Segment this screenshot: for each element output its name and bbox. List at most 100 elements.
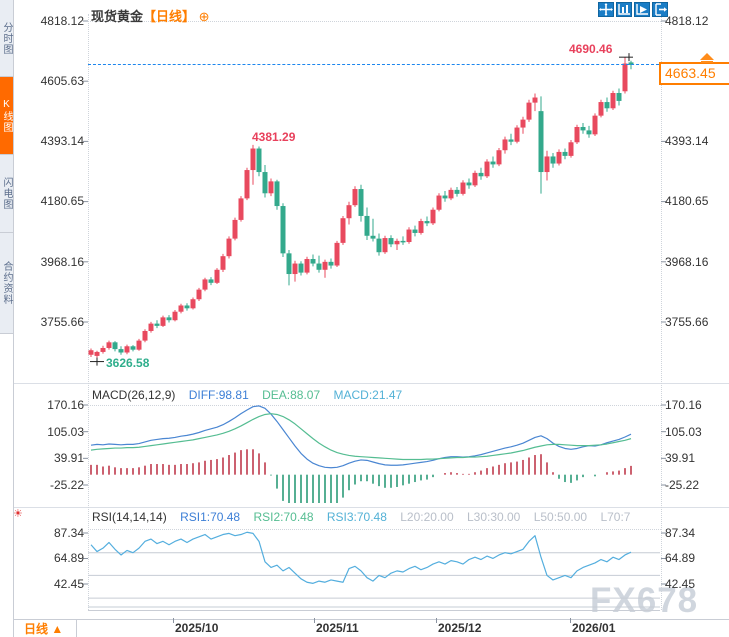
macd-tick-label: 39.91: [665, 451, 696, 465]
candle-body: [268, 181, 274, 194]
rsi-header: RSI(14,14,14) RSI1:70.48 RSI2:70.48 RSI3…: [92, 510, 658, 524]
candle-body: [166, 317, 172, 321]
candle-body: [370, 235, 376, 239]
y-tick-label: 4393.14: [40, 134, 84, 148]
candle-body: [328, 261, 334, 266]
rsi-tick-label: 64.89: [53, 551, 84, 565]
candle-body: [610, 92, 616, 109]
candle-body: [544, 156, 550, 173]
candle-body: [496, 150, 502, 165]
candle-body: [106, 342, 112, 348]
candle-body: [376, 238, 382, 253]
candle-body: [184, 305, 190, 309]
x-axis-label: 2025/12: [438, 621, 482, 635]
peak-price-annotation: 4381.29: [252, 130, 296, 144]
watermark: FX678: [590, 581, 699, 620]
candle-body: [304, 259, 310, 273]
candle-body: [202, 279, 208, 290]
low-price-annotation: 3626.58: [106, 356, 150, 370]
rsi-bottom-line: [88, 610, 660, 611]
macd-title: MACD(26,12,9): [92, 388, 176, 402]
y-tick-label: 4180.65: [40, 194, 84, 208]
x-tick: [314, 618, 315, 623]
candle-body: [556, 151, 562, 164]
candle-body: [574, 126, 580, 143]
gridline-top: [88, 21, 661, 22]
circle-plus-icon[interactable]: ⊕: [198, 9, 210, 24]
macd-dea-value: DEA:88.07: [262, 388, 321, 402]
move-crosshair-icon[interactable]: [598, 2, 614, 17]
candle-body: [286, 253, 292, 275]
candle-body: [388, 238, 394, 245]
candle-body: [94, 351, 100, 356]
gridline-rsi-top: [88, 529, 661, 530]
candle-body: [232, 219, 238, 239]
current-price-line: [88, 64, 659, 65]
axis-line: [13, 619, 729, 620]
fit-chart-icon[interactable]: [616, 2, 632, 17]
candle-body: [292, 263, 298, 275]
macd-header: MACD(26,12,9) DIFF:98.81 DEA:88.07 MACD:…: [92, 388, 412, 402]
pan-exit-icon[interactable]: [652, 2, 668, 17]
play-axis-icon[interactable]: [634, 2, 650, 17]
rsi-tick-label: 42.45: [53, 577, 84, 591]
candle-body: [418, 221, 424, 233]
rsi-tick-label: 87.34: [53, 526, 84, 540]
period-label: 【日线】: [143, 9, 196, 24]
candle-body: [358, 189, 364, 216]
candle-body: [220, 256, 226, 270]
candle-body: [280, 206, 286, 254]
y-tick-label: 4818.12: [40, 14, 84, 28]
candle-body: [160, 317, 166, 326]
price-up-arrow-icon: [700, 53, 714, 60]
x-axis-label: 2025/11: [316, 621, 359, 635]
y-tick-label: 4605.63: [40, 74, 84, 88]
x-axis-label: 2026/01: [572, 621, 616, 635]
chart-title: 现货黄金【日线】 ⊕: [91, 6, 210, 25]
candle-body: [532, 97, 538, 103]
macd-tick-label: 170.16: [47, 398, 84, 412]
sidebar-tab-timeshare[interactable]: 分时图: [0, 0, 13, 77]
candle-body: [154, 323, 160, 326]
plot-left-edge: [88, 14, 89, 610]
divider-main-macd: [13, 383, 729, 384]
candle-body: [514, 127, 520, 142]
candle-body: [586, 130, 592, 135]
candle-body: [616, 92, 622, 101]
candle-body: [568, 142, 574, 156]
period-selector[interactable]: 日线 ▲: [24, 622, 64, 636]
candle-body: [472, 172, 478, 186]
candle-body: [406, 229, 412, 243]
sidebar-tab-contract-info[interactable]: 合约资料: [0, 233, 13, 334]
macd-dea-line: [90, 413, 632, 461]
sidebar-tab-kline[interactable]: K线图: [0, 77, 13, 155]
candle-body: [172, 311, 178, 321]
candle-body: [352, 189, 358, 206]
indicator-settings-icon[interactable]: ☀: [13, 508, 23, 520]
candle-body: [562, 151, 568, 156]
candle-body: [124, 346, 130, 353]
candle-body: [622, 63, 628, 92]
candle-body: [592, 115, 598, 135]
y-tick-label: 4180.65: [665, 194, 709, 208]
candle-body: [382, 238, 388, 253]
candle-body: [298, 263, 304, 273]
candle-body: [394, 240, 400, 245]
instrument-name: 现货黄金: [91, 9, 144, 24]
candle-body: [274, 181, 280, 207]
rsi2-value: RSI2:70.48: [253, 510, 314, 524]
candle-body: [604, 102, 610, 109]
macd-tick-label: -25.22: [665, 478, 700, 492]
rsi-l70-level: L70:7: [600, 510, 631, 524]
y-tick-label: 3755.66: [665, 315, 709, 329]
candle-body: [316, 263, 322, 270]
candle-body: [130, 346, 136, 350]
candle-body: [466, 182, 472, 186]
macd-tick-label: -25.22: [49, 478, 84, 492]
macd-macd-value: MACD:21.47: [333, 388, 403, 402]
sidebar-tab-lightning[interactable]: 闪电图: [0, 155, 13, 233]
candle-body: [226, 238, 232, 257]
x-tick: [436, 618, 437, 623]
candle-body: [238, 198, 244, 220]
candle-body: [142, 330, 148, 341]
